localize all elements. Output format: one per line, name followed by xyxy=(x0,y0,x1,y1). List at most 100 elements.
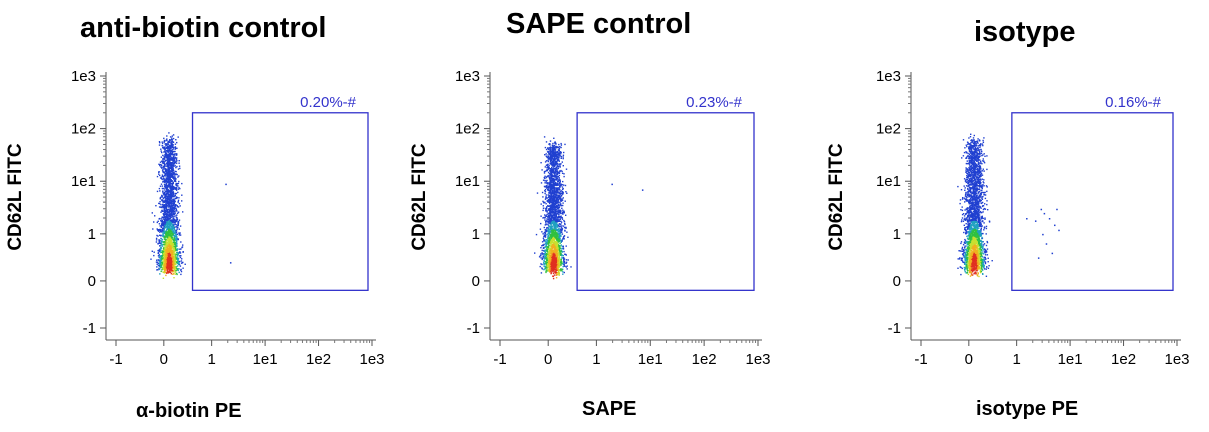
plot-panel-2: SAPE control CD62L FITC -1 -1 0 0 1 1 1e1 1e1 1e… xyxy=(400,0,800,432)
event-dot xyxy=(545,180,547,182)
event-dot xyxy=(557,268,559,270)
event-dot xyxy=(555,166,558,168)
event-dot xyxy=(163,260,165,262)
event-dot xyxy=(163,171,166,173)
event-dot xyxy=(163,137,165,140)
event-dot xyxy=(553,180,555,182)
event-dot xyxy=(559,224,561,226)
event-dot xyxy=(163,224,165,227)
event-dot xyxy=(157,269,159,271)
event-dot xyxy=(173,215,175,218)
event-dot xyxy=(556,176,559,178)
event-dot xyxy=(548,152,550,155)
event-dot xyxy=(547,182,549,185)
event-dot xyxy=(165,192,167,195)
event-dot xyxy=(173,209,175,212)
event-dot xyxy=(544,180,546,182)
event-dot xyxy=(168,172,171,175)
event-dot xyxy=(174,197,176,200)
event-dot xyxy=(163,155,165,157)
event-dot xyxy=(162,170,164,173)
event-dot xyxy=(172,168,174,170)
event-dot xyxy=(170,145,173,147)
event-dot xyxy=(167,272,170,274)
event-dot xyxy=(169,184,171,186)
event-dot xyxy=(550,200,552,202)
event-dot xyxy=(557,243,559,245)
event-dot xyxy=(171,223,173,226)
event-dot xyxy=(171,235,173,238)
event-dot xyxy=(164,181,166,183)
event-dot xyxy=(153,254,155,257)
event-dot xyxy=(562,245,564,247)
event-dot xyxy=(174,253,176,255)
event-dot xyxy=(174,161,176,163)
event-dot xyxy=(166,255,168,257)
event-dot xyxy=(171,191,173,193)
event-dot xyxy=(557,196,559,199)
event-dot xyxy=(541,241,544,243)
event-dot xyxy=(165,233,167,235)
event-dot xyxy=(561,269,563,272)
event-dot xyxy=(173,163,176,165)
event-dot xyxy=(547,151,550,153)
event-dot xyxy=(175,166,177,169)
event-dot xyxy=(548,216,551,219)
event-dot xyxy=(554,146,556,148)
event-dot xyxy=(546,261,548,264)
event-dot xyxy=(162,250,165,253)
event-dot xyxy=(162,258,165,260)
event-dot xyxy=(558,152,560,154)
event-dot xyxy=(153,251,155,253)
event-dot xyxy=(563,238,565,240)
event-dot xyxy=(162,230,164,232)
event-dot xyxy=(558,227,560,230)
event-dot xyxy=(181,258,183,260)
event-dot xyxy=(540,203,542,205)
event-dot xyxy=(157,252,160,254)
event-dot xyxy=(174,146,177,148)
event-dot xyxy=(560,190,563,192)
event-dot xyxy=(544,231,546,233)
event-dot xyxy=(172,173,174,176)
event-dot xyxy=(170,264,173,266)
event-dot xyxy=(176,186,178,188)
event-dot xyxy=(166,219,169,221)
event-dot xyxy=(168,178,170,180)
event-dot xyxy=(542,179,545,181)
event-dot xyxy=(163,230,166,232)
event-dot xyxy=(545,208,547,210)
event-dot xyxy=(553,219,555,221)
event-dot xyxy=(549,152,551,154)
event-dot xyxy=(158,267,160,270)
event-dot xyxy=(548,182,551,184)
event-dot xyxy=(176,251,178,254)
event-dot xyxy=(170,147,172,150)
event-dot xyxy=(553,199,555,202)
event-dot xyxy=(565,261,568,263)
event-dot xyxy=(164,163,166,166)
event-dot xyxy=(550,155,553,157)
event-dot xyxy=(547,226,549,229)
event-dot xyxy=(559,264,562,266)
event-dot xyxy=(160,148,162,150)
event-dot xyxy=(548,194,550,196)
event-dot xyxy=(561,184,563,186)
event-dot xyxy=(554,229,556,232)
event-dot xyxy=(554,191,556,194)
event-dot xyxy=(182,251,184,253)
event-dot xyxy=(547,235,549,238)
event-dot xyxy=(161,195,163,197)
event-dot xyxy=(165,175,167,177)
event-dot xyxy=(549,258,551,261)
event-dot xyxy=(174,232,176,234)
event-dot xyxy=(177,238,179,241)
event-dot xyxy=(561,248,563,250)
event-dot xyxy=(557,246,559,249)
event-dot xyxy=(545,222,547,224)
event-dot xyxy=(171,140,174,143)
event-dot xyxy=(174,173,177,176)
event-dot xyxy=(550,268,552,270)
event-dot xyxy=(182,244,184,246)
event-dot xyxy=(547,166,550,168)
